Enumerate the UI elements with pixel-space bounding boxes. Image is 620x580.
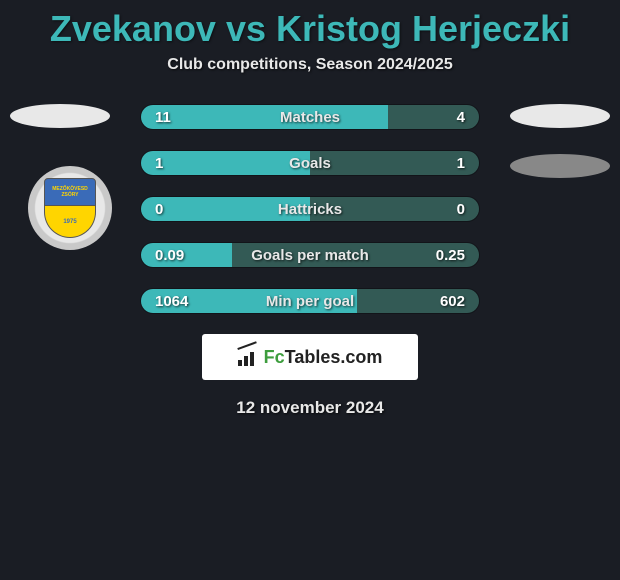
stat-bar: 0 0 Hattricks <box>140 196 480 222</box>
stat-bar: 11 4 Matches <box>140 104 480 130</box>
player-left-swoosh <box>10 104 110 128</box>
stat-value-left: 1 <box>155 155 163 172</box>
page-title: Zvekanov vs Kristog Herjeczki <box>0 0 620 50</box>
chart-icon <box>238 348 260 366</box>
stat-label: Goals per match <box>251 247 369 264</box>
stat-bar: 1064 602 Min per goal <box>140 288 480 314</box>
club-badge: MEZŐKÖVESD ZSÓRY 1975 <box>28 166 112 250</box>
stat-value-left: 11 <box>155 109 171 126</box>
stat-value-left: 0 <box>155 201 163 218</box>
stat-value-right: 1 <box>457 155 465 172</box>
brand-suffix: Tables.com <box>285 347 383 367</box>
stat-value-right: 0.25 <box>436 247 465 264</box>
stat-value-left: 0.09 <box>155 247 184 264</box>
stat-value-right: 4 <box>457 109 465 126</box>
brand-text: FcTables.com <box>264 347 383 368</box>
brand-prefix: Fc <box>264 347 285 367</box>
date-text: 12 november 2024 <box>0 398 620 418</box>
stat-value-right: 602 <box>440 293 465 310</box>
player-right-swoosh <box>510 104 610 128</box>
stat-label: Matches <box>280 109 340 126</box>
bar-right-fill <box>310 151 479 175</box>
stat-label: Min per goal <box>266 293 354 310</box>
stat-bar: 0.09 0.25 Goals per match <box>140 242 480 268</box>
shield-icon: MEZŐKÖVESD ZSÓRY 1975 <box>44 178 96 238</box>
bar-right-fill <box>388 105 479 129</box>
comparison-panel: MEZŐKÖVESD ZSÓRY 1975 114Matches11Goals0… <box>0 104 620 418</box>
bar-left-fill <box>141 105 388 129</box>
stat-bars: 114Matches11Goals00Hattricks0.090.25Goal… <box>140 104 480 314</box>
brand-box: FcTables.com <box>202 334 418 380</box>
badge-line2: ZSÓRY <box>61 192 78 198</box>
stat-bar: 1 1 Goals <box>140 150 480 176</box>
stat-label: Goals <box>289 155 331 172</box>
stat-label: Hattricks <box>278 201 342 218</box>
subtitle: Club competitions, Season 2024/2025 <box>0 56 620 74</box>
stat-value-right: 0 <box>457 201 465 218</box>
badge-year: 1975 <box>63 219 76 225</box>
bar-left-fill <box>141 151 310 175</box>
stat-value-left: 1064 <box>155 293 188 310</box>
player-right-swoosh-2 <box>510 154 610 178</box>
